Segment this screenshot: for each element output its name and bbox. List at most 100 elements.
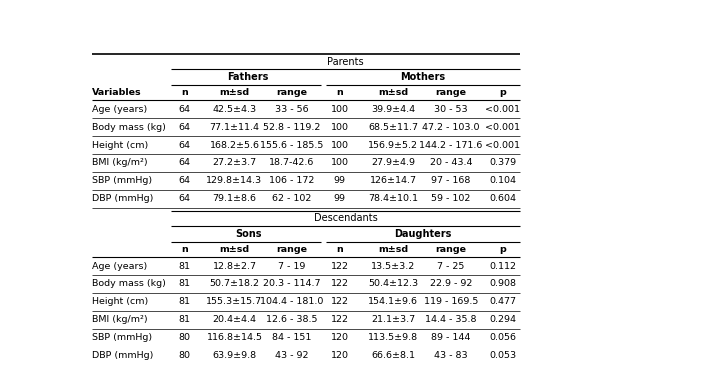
- Text: 7 - 25: 7 - 25: [437, 262, 465, 271]
- Text: 27.2±3.7: 27.2±3.7: [212, 158, 257, 168]
- Text: 122: 122: [330, 262, 349, 271]
- Text: 119 - 169.5: 119 - 169.5: [424, 297, 478, 307]
- Text: 126±14.7: 126±14.7: [369, 176, 416, 185]
- Text: SBP (mmHg): SBP (mmHg): [92, 333, 152, 342]
- Text: 64: 64: [179, 176, 190, 185]
- Text: <0.001: <0.001: [485, 140, 520, 149]
- Text: 62 - 102: 62 - 102: [272, 194, 311, 203]
- Text: 66.6±8.1: 66.6±8.1: [371, 351, 415, 360]
- Text: 97 - 168: 97 - 168: [431, 176, 471, 185]
- Text: 43 - 83: 43 - 83: [434, 351, 468, 360]
- Text: Daughters: Daughters: [394, 229, 451, 239]
- Text: 50.7±18.2: 50.7±18.2: [210, 279, 260, 288]
- Text: 116.8±14.5: 116.8±14.5: [207, 333, 262, 342]
- Text: 106 - 172: 106 - 172: [269, 176, 314, 185]
- Text: range: range: [436, 245, 466, 254]
- Text: Age (years): Age (years): [92, 262, 147, 271]
- Text: 0.053: 0.053: [489, 351, 516, 360]
- Text: DBP (mmHg): DBP (mmHg): [92, 194, 153, 203]
- Text: 144.2 - 171.6: 144.2 - 171.6: [419, 140, 483, 149]
- Text: 0.294: 0.294: [489, 315, 516, 324]
- Text: 33 - 56: 33 - 56: [275, 105, 308, 114]
- Text: Body mass (kg): Body mass (kg): [92, 279, 165, 288]
- Text: n: n: [336, 245, 343, 254]
- Text: 30 - 53: 30 - 53: [434, 105, 468, 114]
- Text: m±sd: m±sd: [220, 245, 250, 254]
- Text: m±sd: m±sd: [378, 88, 408, 97]
- Text: Body mass (kg): Body mass (kg): [92, 123, 165, 132]
- Text: 39.9±4.4: 39.9±4.4: [371, 105, 415, 114]
- Text: n: n: [181, 245, 188, 254]
- Text: 18.7-42.6: 18.7-42.6: [269, 158, 314, 168]
- Text: range: range: [436, 88, 466, 97]
- Text: DBP (mmHg): DBP (mmHg): [92, 351, 153, 360]
- Text: 155.6 - 185.5: 155.6 - 185.5: [260, 140, 323, 149]
- Text: 81: 81: [179, 279, 190, 288]
- Text: 7 - 19: 7 - 19: [277, 262, 305, 271]
- Text: 99: 99: [334, 194, 345, 203]
- Text: p: p: [499, 245, 506, 254]
- Text: 27.9±4.9: 27.9±4.9: [371, 158, 415, 168]
- Text: 50.4±12.3: 50.4±12.3: [368, 279, 418, 288]
- Text: 64: 64: [179, 123, 190, 132]
- Text: 59 - 102: 59 - 102: [431, 194, 471, 203]
- Text: 0.112: 0.112: [489, 262, 516, 271]
- Text: 63.9±9.8: 63.9±9.8: [212, 351, 257, 360]
- Text: 122: 122: [330, 315, 349, 324]
- Text: 47.2 - 103.0: 47.2 - 103.0: [422, 123, 480, 132]
- Text: 21.1±3.7: 21.1±3.7: [371, 315, 415, 324]
- Text: 13.5±3.2: 13.5±3.2: [371, 262, 415, 271]
- Text: 99: 99: [334, 176, 345, 185]
- Text: 100: 100: [330, 105, 349, 114]
- Text: 156.9±5.2: 156.9±5.2: [368, 140, 418, 149]
- Text: 64: 64: [179, 105, 190, 114]
- Text: 81: 81: [179, 262, 190, 271]
- Text: 22.9 - 92: 22.9 - 92: [430, 279, 472, 288]
- Text: 100: 100: [330, 140, 349, 149]
- Text: 80: 80: [179, 333, 190, 342]
- Text: Height (cm): Height (cm): [92, 297, 148, 307]
- Text: 80: 80: [179, 351, 190, 360]
- Text: p: p: [499, 88, 506, 97]
- Text: Variables: Variables: [92, 88, 141, 97]
- Text: 78.4±10.1: 78.4±10.1: [368, 194, 418, 203]
- Text: Parents: Parents: [327, 57, 364, 67]
- Text: 64: 64: [179, 140, 190, 149]
- Text: 68.5±11.7: 68.5±11.7: [368, 123, 418, 132]
- Text: BMI (kg/m²): BMI (kg/m²): [92, 315, 148, 324]
- Text: n: n: [336, 88, 343, 97]
- Text: 120: 120: [330, 351, 349, 360]
- Text: m±sd: m±sd: [220, 88, 250, 97]
- Text: 122: 122: [330, 279, 349, 288]
- Text: 113.5±9.8: 113.5±9.8: [368, 333, 418, 342]
- Text: Fathers: Fathers: [227, 72, 269, 82]
- Text: 64: 64: [179, 194, 190, 203]
- Text: 100: 100: [330, 123, 349, 132]
- Text: 20.4±4.4: 20.4±4.4: [212, 315, 257, 324]
- Text: 104.4 - 181.0: 104.4 - 181.0: [260, 297, 323, 307]
- Text: 79.1±8.6: 79.1±8.6: [212, 194, 257, 203]
- Text: 0.056: 0.056: [489, 333, 516, 342]
- Text: m±sd: m±sd: [378, 245, 408, 254]
- Text: n: n: [181, 88, 188, 97]
- Text: range: range: [276, 245, 307, 254]
- Text: 122: 122: [330, 297, 349, 307]
- Text: BMI (kg/m²): BMI (kg/m²): [92, 158, 148, 168]
- Text: range: range: [276, 88, 307, 97]
- Text: 0.379: 0.379: [489, 158, 516, 168]
- Text: Height (cm): Height (cm): [92, 140, 148, 149]
- Text: 89 - 144: 89 - 144: [431, 333, 471, 342]
- Text: 0.477: 0.477: [489, 297, 516, 307]
- Text: 12.8±2.7: 12.8±2.7: [212, 262, 257, 271]
- Text: 43 - 92: 43 - 92: [275, 351, 308, 360]
- Text: <0.001: <0.001: [485, 123, 520, 132]
- Text: 20 - 43.4: 20 - 43.4: [430, 158, 472, 168]
- Text: 42.5±4.3: 42.5±4.3: [212, 105, 257, 114]
- Text: 14.4 - 35.8: 14.4 - 35.8: [426, 315, 477, 324]
- Text: 64: 64: [179, 158, 190, 168]
- Text: 120: 120: [330, 333, 349, 342]
- Text: 0.104: 0.104: [489, 176, 516, 185]
- Text: 84 - 151: 84 - 151: [272, 333, 311, 342]
- Text: 129.8±14.3: 129.8±14.3: [206, 176, 262, 185]
- Text: 0.604: 0.604: [489, 194, 516, 203]
